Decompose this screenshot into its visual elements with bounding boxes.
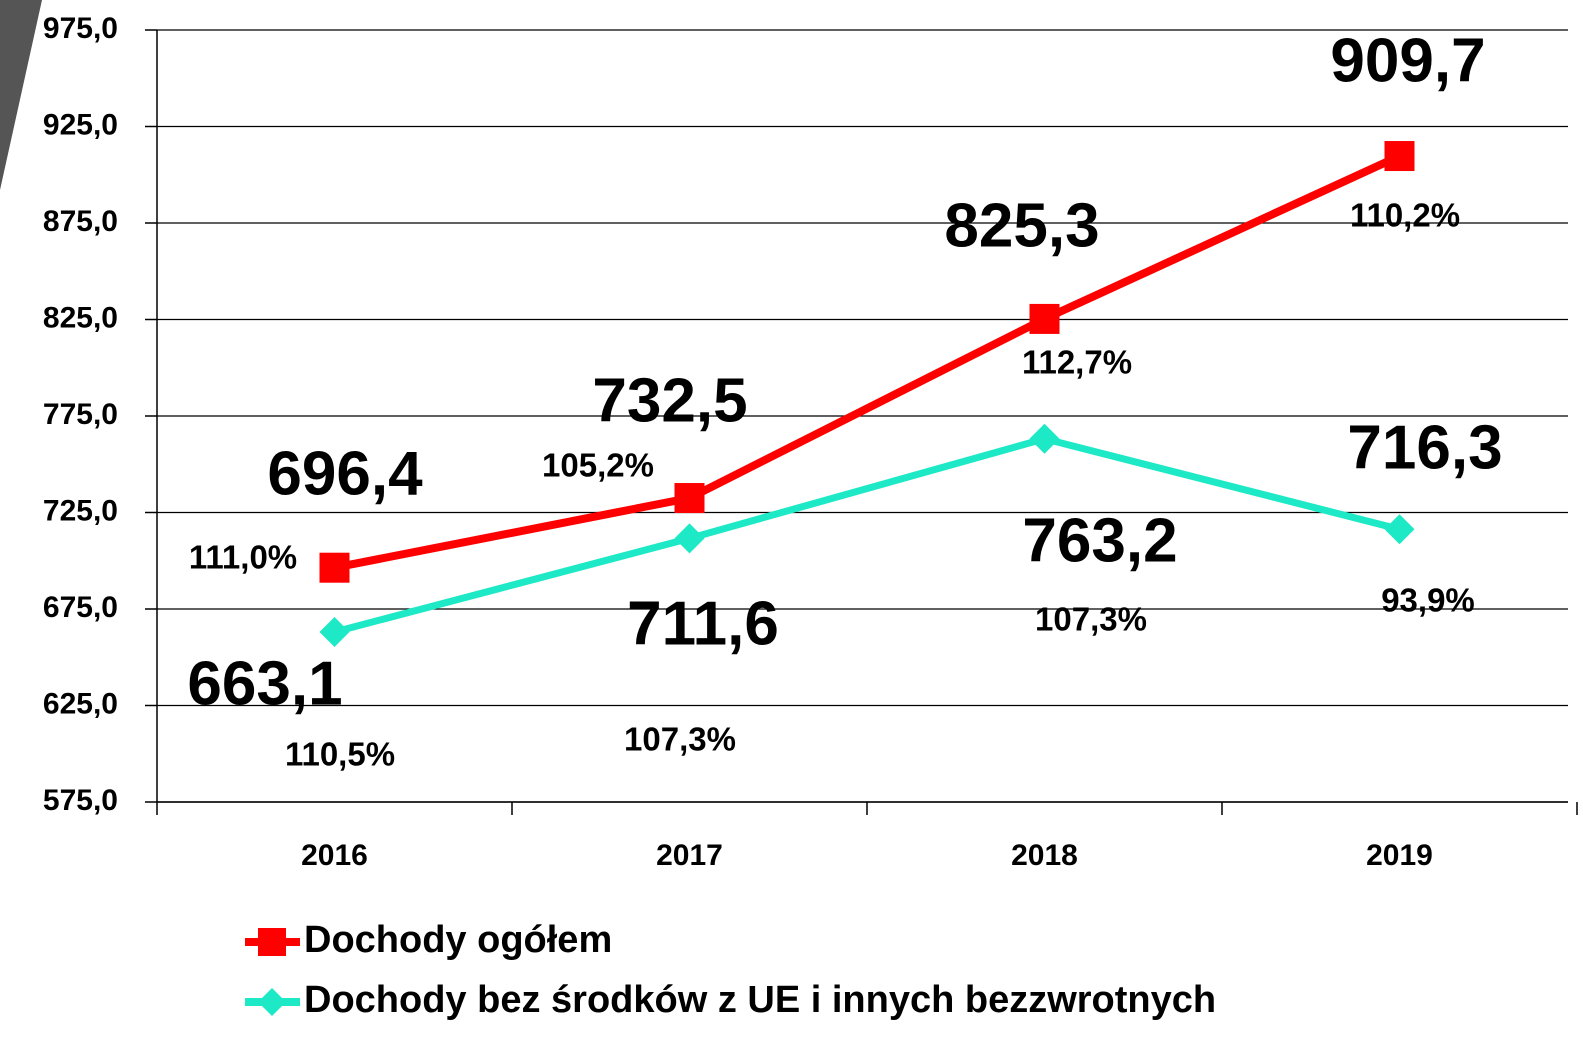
value-label: 663,1 <box>187 649 342 718</box>
marker <box>319 552 350 583</box>
y-tick-label: 975,0 <box>43 12 118 45</box>
legend-label: Dochody ogółem <box>304 919 612 961</box>
y-tick-label: 775,0 <box>43 398 118 431</box>
growth-label: 107,3% <box>624 721 736 758</box>
marker <box>319 616 350 647</box>
x-tick-label: 2016 <box>301 839 368 872</box>
x-tick-label: 2019 <box>1366 839 1433 872</box>
legend-marker <box>258 988 286 1016</box>
y-tick-label: 575,0 <box>43 784 118 817</box>
x-tick-label: 2017 <box>656 839 723 872</box>
value-label: 763,2 <box>1022 506 1177 575</box>
growth-label: 112,7% <box>1022 344 1132 381</box>
growth-label: 93,9% <box>1381 582 1475 619</box>
growth-label: 111,0% <box>189 539 297 576</box>
marker <box>1384 514 1415 545</box>
y-tick-label: 825,0 <box>43 301 118 334</box>
growth-label: 110,2% <box>1350 197 1460 234</box>
value-label: 716,3 <box>1347 413 1502 482</box>
legend-label: Dochody bez środków z UE i innych bezzwr… <box>304 979 1216 1021</box>
growth-label: 105,2% <box>542 447 654 484</box>
value-label: 732,5 <box>592 366 747 435</box>
marker <box>674 523 705 554</box>
marker <box>674 483 705 514</box>
series-line <box>333 435 1401 636</box>
value-label: 825,3 <box>944 191 1099 260</box>
y-tick-label: 925,0 <box>43 108 118 141</box>
marker <box>1029 423 1060 454</box>
value-label: 909,7 <box>1330 26 1485 95</box>
y-tick-label: 675,0 <box>43 591 118 624</box>
legend-marker <box>258 928 286 956</box>
value-label: 711,6 <box>627 589 779 658</box>
growth-label: 107,3% <box>1035 601 1147 638</box>
marker <box>1029 303 1060 334</box>
marker <box>1384 141 1415 172</box>
x-tick-label: 2018 <box>1011 839 1078 872</box>
y-tick-label: 725,0 <box>43 494 118 527</box>
y-tick-label: 625,0 <box>43 687 118 720</box>
series-line <box>333 152 1402 572</box>
growth-label: 110,5% <box>285 736 395 773</box>
y-tick-label: 875,0 <box>43 205 118 238</box>
corner-decoration <box>0 0 42 190</box>
value-label: 696,4 <box>267 439 423 508</box>
